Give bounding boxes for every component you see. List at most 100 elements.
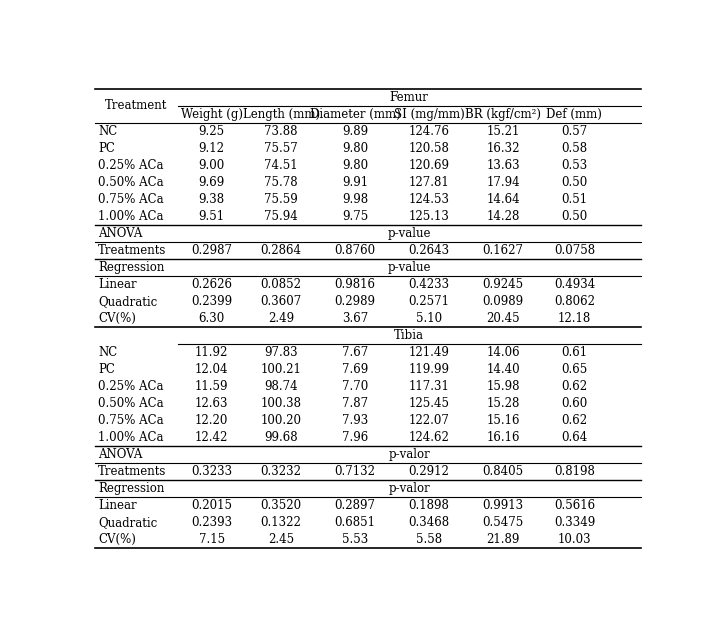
Text: Treatments: Treatments <box>98 465 167 478</box>
Text: 0.8198: 0.8198 <box>554 465 595 478</box>
Text: 0.58: 0.58 <box>561 142 587 155</box>
Text: 0.2989: 0.2989 <box>335 295 376 308</box>
Text: 0.1322: 0.1322 <box>261 516 302 529</box>
Text: 0.50: 0.50 <box>561 210 587 223</box>
Text: Quadratic: Quadratic <box>98 516 157 529</box>
Text: 124.76: 124.76 <box>409 125 449 138</box>
Text: 0.3232: 0.3232 <box>261 465 302 478</box>
Text: 11.59: 11.59 <box>195 380 228 393</box>
Text: Length (mm): Length (mm) <box>243 108 320 121</box>
Text: 0.2643: 0.2643 <box>409 244 449 257</box>
Text: 16.32: 16.32 <box>486 142 520 155</box>
Text: 6.30: 6.30 <box>198 312 225 325</box>
Text: 12.18: 12.18 <box>558 312 591 325</box>
Text: 0.60: 0.60 <box>561 397 587 410</box>
Text: 7.87: 7.87 <box>342 397 368 410</box>
Text: 0.5475: 0.5475 <box>482 516 524 529</box>
Text: 99.68: 99.68 <box>264 431 298 444</box>
Text: 0.9245: 0.9245 <box>482 278 523 291</box>
Text: 0.7132: 0.7132 <box>335 465 376 478</box>
Text: 0.2399: 0.2399 <box>191 295 232 308</box>
Text: ANOVA: ANOVA <box>98 448 142 461</box>
Text: 7.70: 7.70 <box>342 380 368 393</box>
Text: CV(%): CV(%) <box>98 533 136 546</box>
Text: 9.80: 9.80 <box>342 159 368 172</box>
Text: 0.0852: 0.0852 <box>261 278 302 291</box>
Text: 5.53: 5.53 <box>342 533 368 546</box>
Text: 0.75% ACa: 0.75% ACa <box>98 414 164 427</box>
Text: 7.93: 7.93 <box>342 414 368 427</box>
Text: Regression: Regression <box>98 261 164 274</box>
Text: 12.63: 12.63 <box>195 397 228 410</box>
Text: 12.04: 12.04 <box>195 363 228 376</box>
Text: 9.25: 9.25 <box>199 125 225 138</box>
Text: NC: NC <box>98 346 117 359</box>
Text: 0.8760: 0.8760 <box>335 244 376 257</box>
Text: 7.67: 7.67 <box>342 346 368 359</box>
Text: 117.31: 117.31 <box>409 380 449 393</box>
Text: Regression: Regression <box>98 482 164 495</box>
Text: 15.16: 15.16 <box>486 414 520 427</box>
Text: Quadratic: Quadratic <box>98 295 157 308</box>
Text: 122.07: 122.07 <box>409 414 449 427</box>
Text: 14.64: 14.64 <box>486 193 520 206</box>
Text: 97.83: 97.83 <box>264 346 298 359</box>
Text: 0.2987: 0.2987 <box>191 244 232 257</box>
Text: 14.06: 14.06 <box>486 346 520 359</box>
Text: 0.0989: 0.0989 <box>482 295 523 308</box>
Text: 0.53: 0.53 <box>561 159 587 172</box>
Text: 0.2864: 0.2864 <box>261 244 302 257</box>
Text: Linear: Linear <box>98 278 136 291</box>
Text: 2.45: 2.45 <box>268 533 294 546</box>
Text: 75.78: 75.78 <box>264 176 298 189</box>
Text: NC: NC <box>98 125 117 138</box>
Text: Def (mm): Def (mm) <box>546 108 602 121</box>
Text: 125.45: 125.45 <box>409 397 449 410</box>
Text: 100.38: 100.38 <box>261 397 302 410</box>
Text: 0.25% ACa: 0.25% ACa <box>98 380 164 393</box>
Text: 1.00% ACa: 1.00% ACa <box>98 431 164 444</box>
Text: 12.42: 12.42 <box>195 431 228 444</box>
Text: 0.61: 0.61 <box>561 346 587 359</box>
Text: Treatments: Treatments <box>98 244 167 257</box>
Text: 75.57: 75.57 <box>264 142 298 155</box>
Text: Linear: Linear <box>98 499 136 512</box>
Text: 73.88: 73.88 <box>264 125 298 138</box>
Text: 14.40: 14.40 <box>486 363 520 376</box>
Text: Diameter (mm): Diameter (mm) <box>309 108 401 121</box>
Text: 0.50% ACa: 0.50% ACa <box>98 397 164 410</box>
Text: p-value: p-value <box>388 261 431 274</box>
Text: 121.49: 121.49 <box>409 346 449 359</box>
Text: 98.74: 98.74 <box>264 380 298 393</box>
Text: 0.62: 0.62 <box>561 414 587 427</box>
Text: 2.49: 2.49 <box>268 312 294 325</box>
Text: Femur: Femur <box>390 91 429 104</box>
Text: PC: PC <box>98 363 115 376</box>
Text: 0.2912: 0.2912 <box>409 465 449 478</box>
Text: 0.75% ACa: 0.75% ACa <box>98 193 164 206</box>
Text: p-valor: p-valor <box>388 482 430 495</box>
Text: 0.50: 0.50 <box>561 176 587 189</box>
Text: 75.94: 75.94 <box>264 210 298 223</box>
Text: 7.15: 7.15 <box>199 533 225 546</box>
Text: PC: PC <box>98 142 115 155</box>
Text: 124.53: 124.53 <box>409 193 449 206</box>
Text: 119.99: 119.99 <box>409 363 449 376</box>
Text: 0.1898: 0.1898 <box>409 499 449 512</box>
Text: 0.51: 0.51 <box>561 193 587 206</box>
Text: 124.62: 124.62 <box>409 431 449 444</box>
Text: 0.2571: 0.2571 <box>409 295 449 308</box>
Text: 0.2626: 0.2626 <box>191 278 232 291</box>
Text: 9.12: 9.12 <box>199 142 225 155</box>
Text: 9.80: 9.80 <box>342 142 368 155</box>
Text: 0.25% ACa: 0.25% ACa <box>98 159 164 172</box>
Text: p-value: p-value <box>388 227 431 240</box>
Text: 9.98: 9.98 <box>342 193 368 206</box>
Text: 20.45: 20.45 <box>486 312 520 325</box>
Text: 13.63: 13.63 <box>486 159 520 172</box>
Text: 125.13: 125.13 <box>409 210 449 223</box>
Text: 0.2897: 0.2897 <box>335 499 376 512</box>
Text: 0.3607: 0.3607 <box>261 295 302 308</box>
Text: SI (mg/mm): SI (mg/mm) <box>393 108 465 121</box>
Text: 9.51: 9.51 <box>199 210 225 223</box>
